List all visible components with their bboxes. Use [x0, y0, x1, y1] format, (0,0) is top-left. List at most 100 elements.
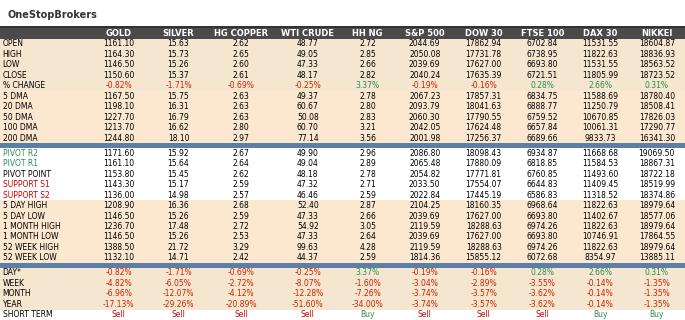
Bar — [207, 148, 275, 158]
Bar — [513, 60, 571, 70]
Bar — [454, 268, 513, 278]
Text: -3.74%: -3.74% — [411, 289, 438, 298]
Text: 2.60: 2.60 — [233, 60, 250, 69]
Bar — [454, 299, 513, 309]
Bar — [275, 49, 340, 60]
Bar — [150, 299, 207, 309]
Bar — [513, 81, 571, 91]
Text: 15.75: 15.75 — [168, 92, 189, 101]
Text: 17.48: 17.48 — [168, 222, 189, 231]
Bar — [0, 180, 88, 190]
Bar — [0, 190, 88, 200]
Bar — [629, 242, 685, 253]
Bar — [150, 268, 207, 278]
Bar — [454, 28, 513, 39]
Bar — [207, 278, 275, 289]
Text: -8.07%: -8.07% — [295, 279, 321, 288]
Bar — [454, 289, 513, 299]
Text: 1161.10: 1161.10 — [103, 39, 134, 48]
Text: 11318.52: 11318.52 — [582, 191, 618, 200]
Text: 17624.48: 17624.48 — [466, 123, 501, 132]
Bar — [395, 148, 454, 158]
Bar — [88, 148, 150, 158]
Bar — [275, 169, 340, 180]
Bar — [340, 70, 395, 81]
Text: 17771.81: 17771.81 — [466, 170, 501, 179]
Bar — [150, 242, 207, 253]
Text: 2042.05: 2042.05 — [409, 123, 440, 132]
Bar — [340, 91, 395, 101]
Text: 2104.25: 2104.25 — [409, 201, 440, 210]
Text: LOW: LOW — [3, 60, 20, 69]
Bar — [571, 221, 629, 232]
Text: -0.16%: -0.16% — [471, 268, 497, 277]
Text: 1171.60: 1171.60 — [103, 149, 134, 158]
Text: 11402.67: 11402.67 — [582, 212, 618, 220]
Text: 18.10: 18.10 — [168, 134, 189, 143]
Bar — [571, 200, 629, 211]
Text: 11584.53: 11584.53 — [582, 159, 618, 168]
Text: 5 DMA: 5 DMA — [3, 92, 27, 101]
Bar — [88, 169, 150, 180]
Bar — [275, 211, 340, 221]
Bar — [629, 299, 685, 309]
Bar — [513, 242, 571, 253]
Text: 2.57: 2.57 — [233, 191, 250, 200]
Text: 2.66%: 2.66% — [588, 268, 612, 277]
Text: 16.79: 16.79 — [168, 113, 189, 122]
Text: 2.83: 2.83 — [359, 113, 376, 122]
Bar — [150, 232, 207, 242]
Text: 6644.83: 6644.83 — [527, 180, 558, 189]
Text: Sell: Sell — [171, 310, 186, 319]
Bar — [88, 299, 150, 309]
Bar — [150, 28, 207, 39]
Bar — [395, 60, 454, 70]
Text: 3.21: 3.21 — [359, 123, 376, 132]
Text: -0.19%: -0.19% — [411, 81, 438, 90]
Bar — [150, 158, 207, 169]
Bar — [150, 91, 207, 101]
Text: 17627.00: 17627.00 — [466, 232, 502, 242]
Bar — [275, 180, 340, 190]
Bar — [395, 278, 454, 289]
Text: 2.80: 2.80 — [359, 102, 376, 111]
Bar — [571, 299, 629, 309]
Bar — [340, 253, 395, 263]
Text: 18723.52: 18723.52 — [639, 71, 675, 80]
Text: 6657.84: 6657.84 — [527, 123, 558, 132]
Bar — [0, 148, 88, 158]
Text: OneStopBrokers: OneStopBrokers — [8, 10, 97, 20]
Text: 18979.64: 18979.64 — [638, 222, 675, 231]
Text: 49.37: 49.37 — [297, 92, 319, 101]
Text: 20 DMA: 20 DMA — [3, 102, 32, 111]
Bar — [513, 91, 571, 101]
Text: 6974.26: 6974.26 — [527, 222, 558, 231]
Bar — [88, 190, 150, 200]
Bar — [513, 253, 571, 263]
Bar — [513, 180, 571, 190]
Bar — [571, 39, 629, 49]
Bar — [88, 289, 150, 299]
Bar — [88, 221, 150, 232]
Bar — [395, 101, 454, 112]
Bar — [513, 221, 571, 232]
Bar — [629, 232, 685, 242]
Bar — [0, 253, 88, 263]
Text: 1132.10: 1132.10 — [103, 253, 134, 262]
Text: 17862.94: 17862.94 — [466, 39, 501, 48]
Bar — [88, 81, 150, 91]
Text: 2065.48: 2065.48 — [409, 159, 440, 168]
Bar — [395, 180, 454, 190]
Bar — [0, 143, 685, 148]
Bar — [629, 60, 685, 70]
Bar — [513, 169, 571, 180]
Bar — [629, 101, 685, 112]
Text: -0.16%: -0.16% — [471, 81, 497, 90]
Text: 5 DAY HIGH: 5 DAY HIGH — [3, 201, 47, 210]
Bar — [340, 180, 395, 190]
Text: 2119.59: 2119.59 — [409, 222, 440, 231]
Text: 11531.55: 11531.55 — [582, 39, 618, 48]
Text: 2.64: 2.64 — [359, 232, 376, 242]
Bar — [275, 200, 340, 211]
Bar — [88, 268, 150, 278]
